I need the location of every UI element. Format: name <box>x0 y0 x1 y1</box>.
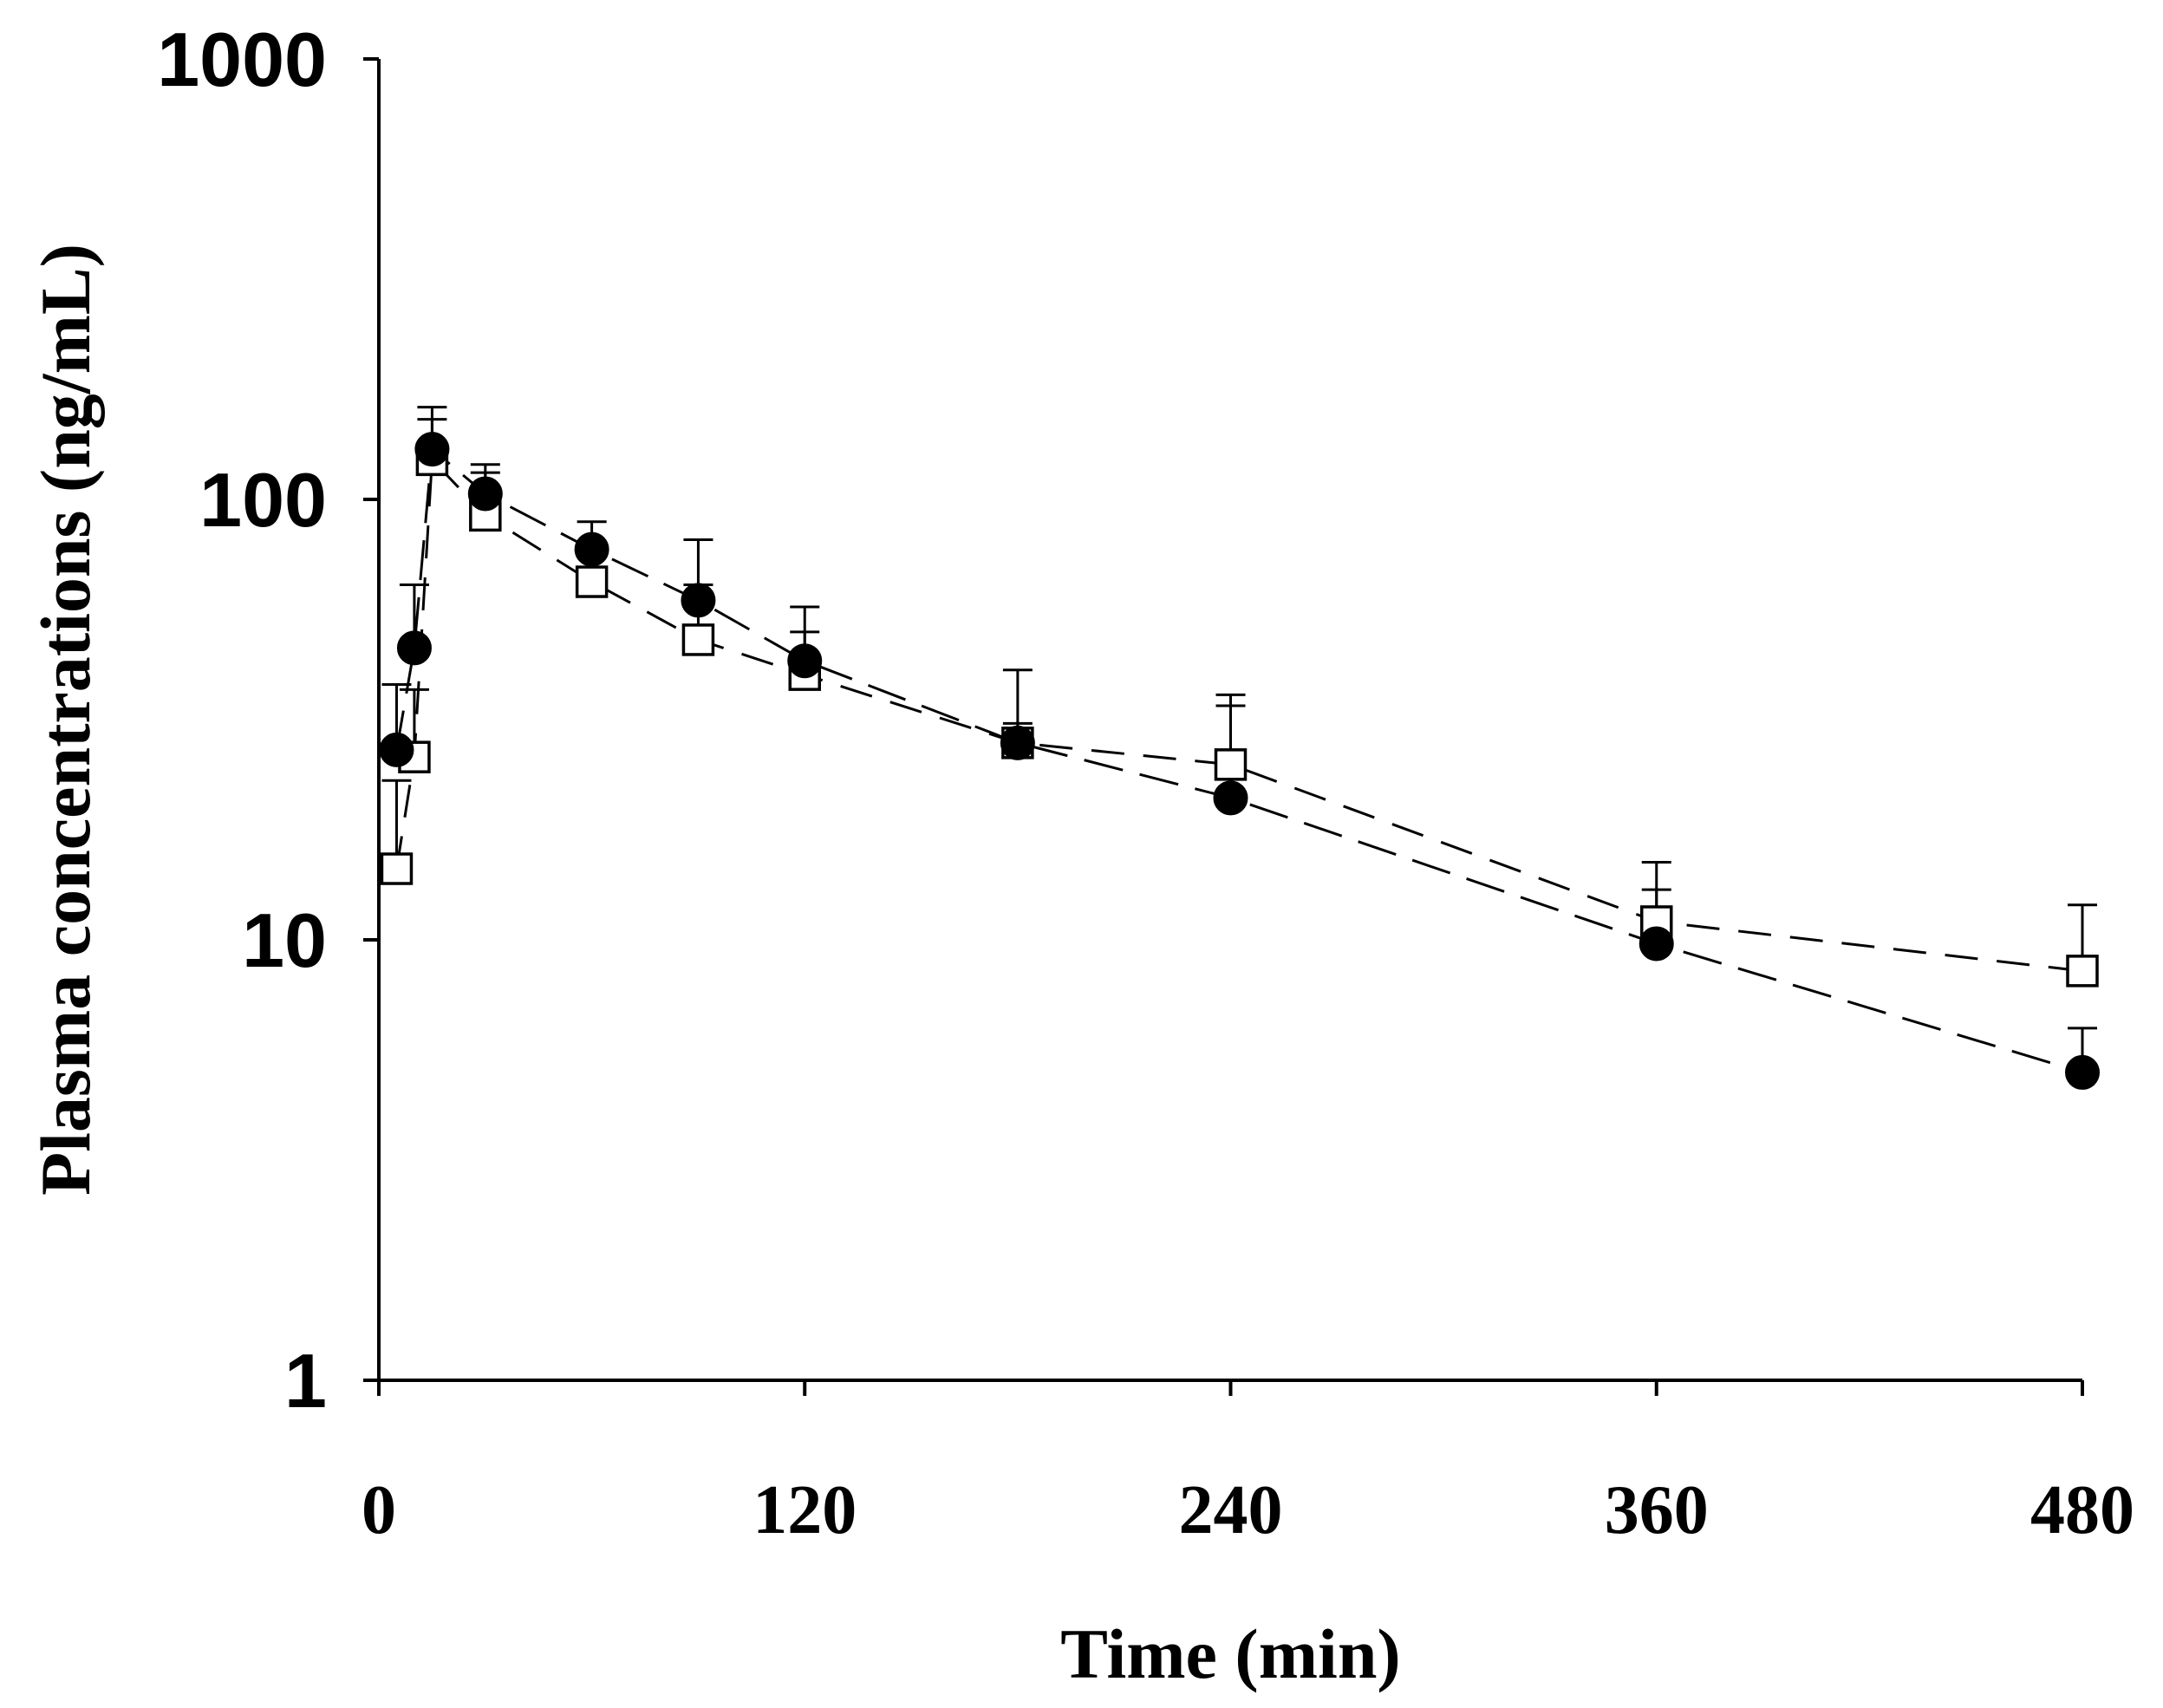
error-bars <box>381 406 2097 1072</box>
axes <box>363 57 2084 1396</box>
x-tick-label: 120 <box>752 1472 857 1548</box>
tick-labels: 1 10 100 1000 0 120 240 360 480 <box>157 16 2134 1548</box>
data-point-circle <box>2065 1054 2100 1090</box>
x-tick-label: 240 <box>1179 1472 1283 1548</box>
x-axis-title: Time (min) <box>1060 1614 1401 1693</box>
data-point-circle <box>1639 926 1674 962</box>
y-tick-label: 100 <box>199 457 327 543</box>
y-tick-label: 1 <box>284 1338 327 1424</box>
data-point-square <box>1214 748 1248 781</box>
series-markers <box>379 432 2100 1090</box>
data-point-circle <box>574 531 609 567</box>
data-point-circle <box>379 732 414 767</box>
data-point-circle <box>681 583 716 618</box>
y-axis-title: Plasma concentrations (ng/mL) <box>26 244 105 1196</box>
data-point-circle <box>396 630 432 666</box>
data-point-circle <box>1000 725 1035 760</box>
series-line-2 <box>395 456 2083 973</box>
data-point-circle <box>787 643 823 679</box>
data-point-square <box>2066 955 2099 988</box>
x-tick-label: 360 <box>1605 1472 1709 1548</box>
y-tick-label: 1000 <box>157 16 327 102</box>
data-point-square <box>681 623 715 656</box>
data-point-circle <box>414 432 450 467</box>
y-tick-label: 10 <box>242 897 327 983</box>
x-tick-label: 0 <box>362 1472 396 1548</box>
data-point-circle <box>1213 780 1248 816</box>
data-point-circle <box>467 476 503 512</box>
data-point-square <box>380 852 414 885</box>
x-tick-label: 480 <box>2030 1472 2134 1548</box>
data-point-square <box>575 565 609 598</box>
